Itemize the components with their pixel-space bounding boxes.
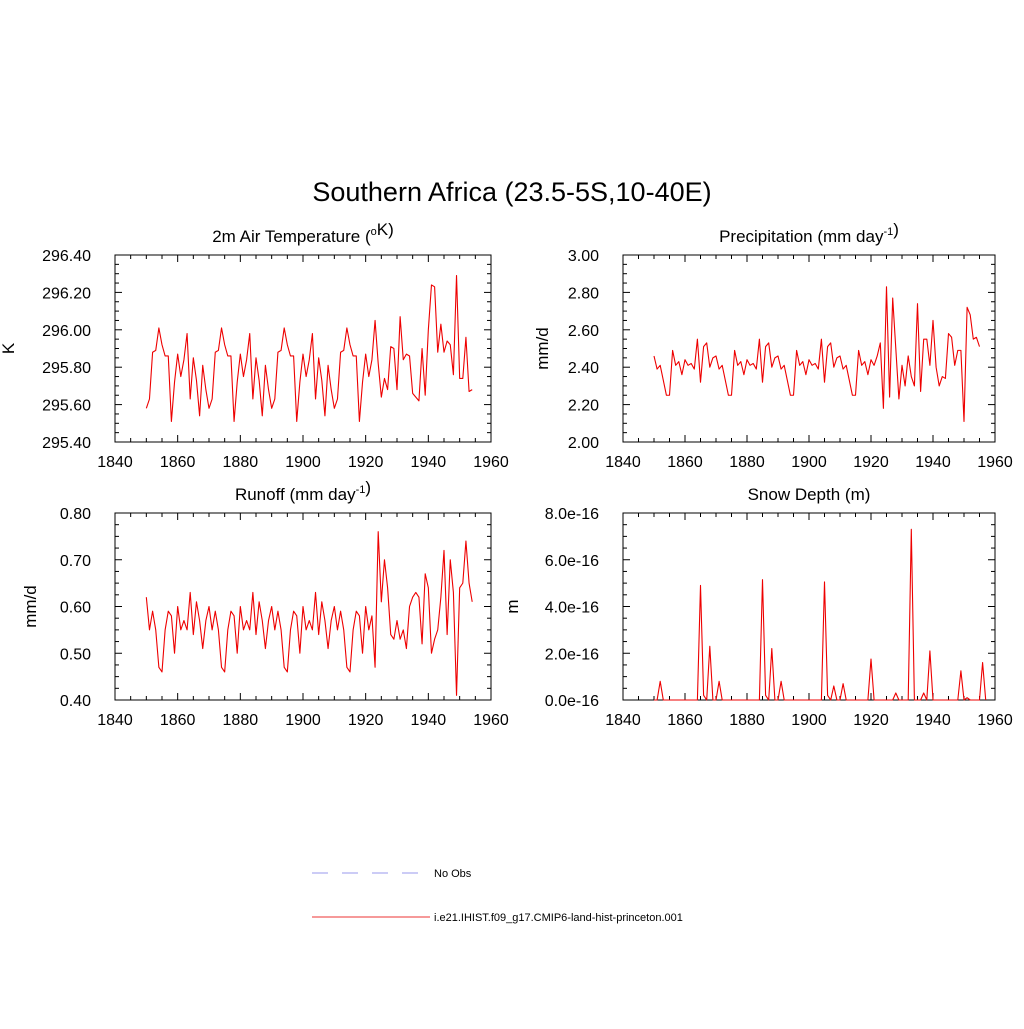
- series-line: [145, 531, 473, 696]
- x-tick-label: 1900: [791, 454, 827, 471]
- y-tick-label: 2.00: [568, 435, 599, 452]
- series-line: [653, 286, 981, 422]
- legend-label-no-obs: No Obs: [434, 868, 472, 880]
- y-tick-label: 0.40: [60, 693, 91, 710]
- x-tick-label: 1860: [160, 712, 196, 729]
- legend-label-model: i.e21.IHIST.f09_g17.CMIP6-land-hist-prin…: [434, 912, 683, 924]
- y-tick-label: 2.20: [568, 398, 599, 415]
- y-tick-label: 296.00: [42, 323, 91, 340]
- x-tick-label: 1940: [915, 712, 951, 729]
- y-tick-label: 0.0e-16: [545, 693, 599, 710]
- x-tick-label: 1900: [285, 454, 321, 471]
- y-tick-label: 2.80: [568, 285, 599, 302]
- x-tick-label: 1960: [977, 454, 1013, 471]
- y-tick-label: 296.40: [42, 248, 91, 265]
- x-tick-label: 1920: [853, 454, 889, 471]
- x-tick-label: 1960: [473, 712, 509, 729]
- x-tick-label: 1960: [977, 712, 1013, 729]
- y-tick-label: 295.60: [42, 398, 91, 415]
- y-tick-label: 0.60: [60, 600, 91, 617]
- x-tick-label: 1860: [667, 712, 703, 729]
- plot-frame: [622, 254, 996, 443]
- plot-frame: [622, 512, 996, 701]
- x-tick-label: 1880: [729, 454, 765, 471]
- x-tick-label: 1840: [605, 454, 641, 471]
- x-tick-label: 1880: [223, 454, 259, 471]
- x-tick-label: 1920: [348, 712, 384, 729]
- y-tick-label: 295.80: [42, 360, 91, 377]
- y-tick-label: 3.00: [568, 248, 599, 265]
- y-tick-label: 296.20: [42, 285, 91, 302]
- y-axis-label: mm/d: [533, 327, 552, 370]
- x-tick-label: 1860: [160, 454, 196, 471]
- x-tick-label: 1960: [473, 454, 509, 471]
- panel-title: Precipitation (mm day-1): [719, 220, 899, 246]
- series-line: [145, 275, 473, 422]
- series-line: [654, 528, 987, 701]
- panel-title: Runoff (mm day-1): [235, 478, 371, 504]
- x-tick-label: 1940: [411, 712, 447, 729]
- panel-snow-depth: Snow Depth (m) m 1840 1860 1880 1900 1920 1940 1…: [503, 485, 1013, 729]
- y-tick-label: 4.0e-16: [545, 600, 599, 617]
- y-tick-label: 2.0e-16: [545, 646, 599, 663]
- x-tick-label: 1900: [285, 712, 321, 729]
- y-axis-label: mm/d: [21, 585, 40, 628]
- panels: 2m Air Temperature (oK) K 1840 1860 1880 1900…: [0, 220, 1013, 729]
- x-tick-label: 1880: [729, 712, 765, 729]
- y-tick-label: 2.40: [568, 360, 599, 377]
- y-tick-label: 0.80: [60, 506, 91, 523]
- y-axis-label: K: [0, 342, 18, 354]
- y-tick-label: 6.0e-16: [545, 553, 599, 570]
- y-tick-label: 295.40: [42, 435, 91, 452]
- x-tick-label: 1920: [853, 712, 889, 729]
- panel-temperature: 2m Air Temperature (oK) K 1840 1860 1880 1900…: [0, 220, 509, 471]
- x-tick-label: 1860: [667, 454, 703, 471]
- figure-title: Southern Africa (23.5-5S,10-40E): [312, 177, 711, 207]
- panel-title: 2m Air Temperature (oK): [212, 220, 394, 246]
- x-tick-label: 1900: [791, 712, 827, 729]
- x-tick-label: 1940: [915, 454, 951, 471]
- y-tick-label: 8.0e-16: [545, 506, 599, 523]
- panel-precipitation: Precipitation (mm day-1) mm/d 1840 1860 1880…: [533, 220, 1013, 471]
- panel-runoff: Runoff (mm day-1) mm/d 1840 1860 1880 1900 192…: [21, 478, 509, 729]
- y-tick-label: 0.70: [60, 553, 91, 570]
- x-tick-label: 1840: [97, 712, 133, 729]
- y-tick-label: 2.60: [568, 323, 599, 340]
- x-tick-label: 1840: [97, 454, 133, 471]
- x-tick-label: 1880: [223, 712, 259, 729]
- y-axis-label: m: [503, 599, 522, 613]
- y-tick-label: 0.50: [60, 646, 91, 663]
- panel-title: Snow Depth (m): [748, 485, 871, 504]
- x-tick-label: 1840: [605, 712, 641, 729]
- legend: No Obs i.e21.IHIST.f09_g17.CMIP6-land-hi…: [312, 868, 683, 924]
- x-tick-label: 1940: [411, 454, 447, 471]
- x-tick-label: 1920: [348, 454, 384, 471]
